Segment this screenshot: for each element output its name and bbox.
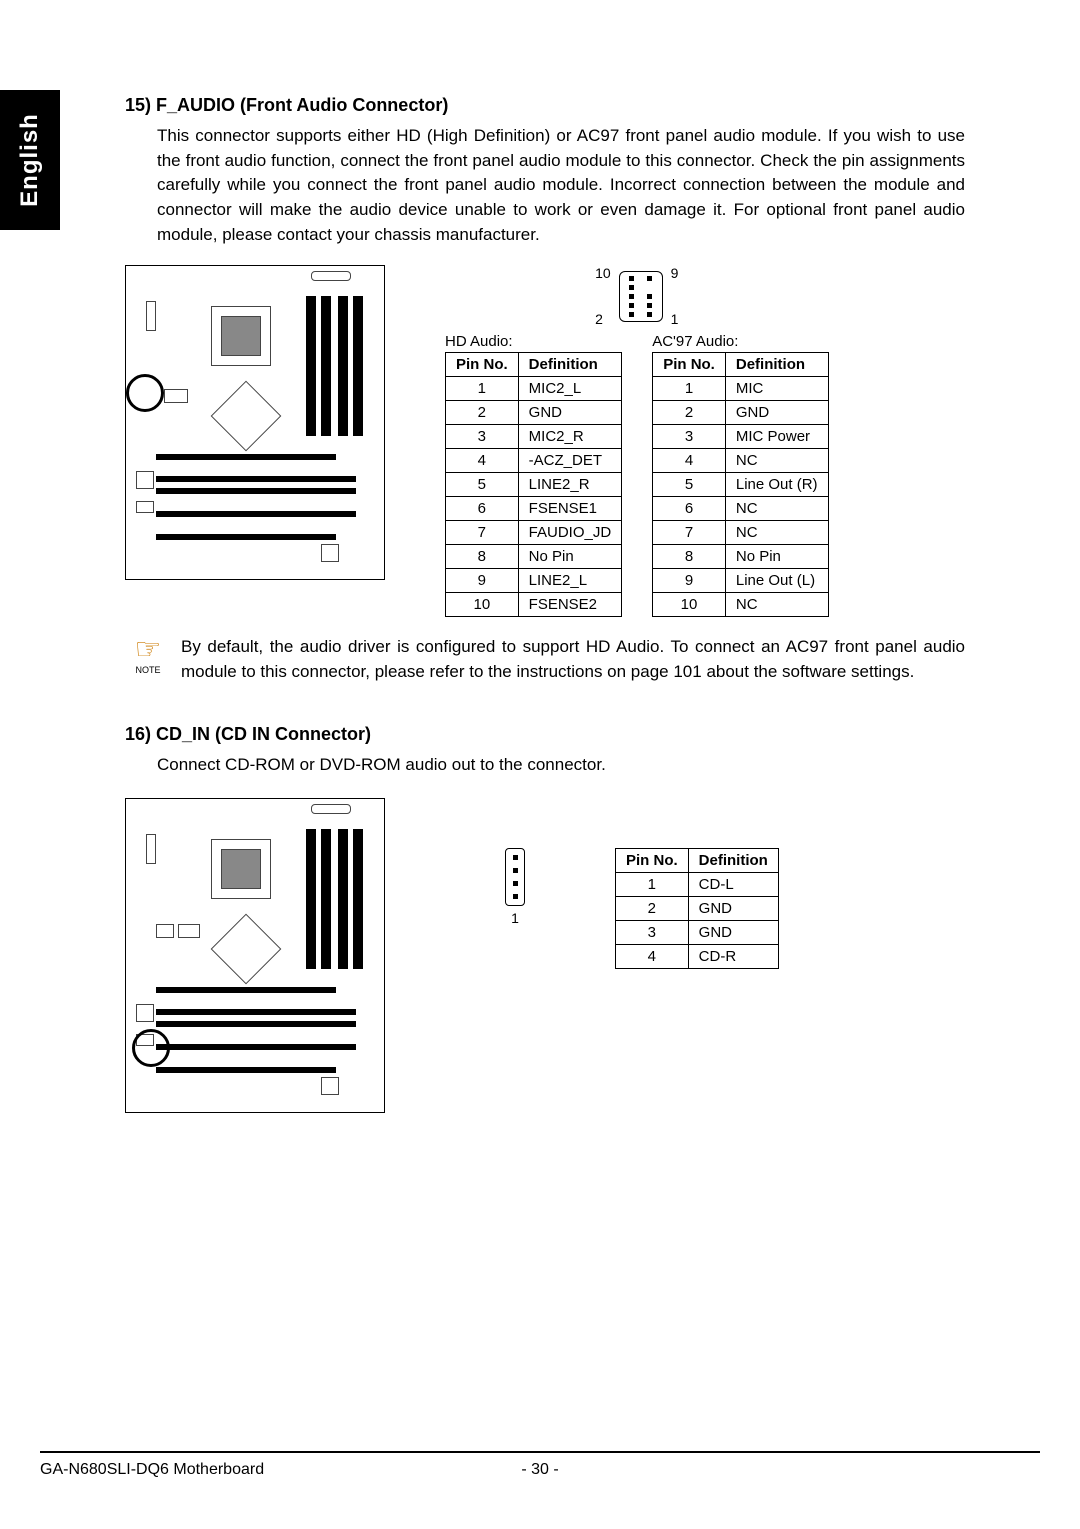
page-content: 15) F_AUDIO (Front Audio Connector) This…	[125, 95, 965, 1113]
pin-tables-block-15: 10 2 9 1	[445, 265, 829, 617]
section-16: 16) CD_IN (CD IN Connector) Connect CD-R…	[125, 724, 965, 1113]
ac-col-def: Definition	[725, 353, 828, 377]
section-16-title: 16) CD_IN (CD IN Connector)	[125, 724, 965, 745]
footer-page: - 30 -	[521, 1461, 558, 1479]
cd-col-pin: Pin No.	[616, 849, 689, 873]
note-icon: ☞ NOTE	[125, 635, 171, 675]
hd-col-pin: Pin No.	[446, 353, 519, 377]
cd-pin-1-label: 1	[505, 910, 525, 926]
cd-in-block: 1 Pin No.Definition 1CD-L 2GND 3GND 4CD-…	[505, 848, 779, 969]
ac97-audio-block: AC'97 Audio: Pin No.Definition 1MIC 2GND…	[652, 333, 828, 617]
ac97-audio-title: AC'97 Audio:	[652, 333, 828, 350]
section-15-title: 15) F_AUDIO (Front Audio Connector)	[125, 95, 965, 116]
hd-col-def: Definition	[518, 353, 622, 377]
note-text: By default, the audio driver is configur…	[181, 635, 965, 684]
language-label: English	[16, 113, 44, 207]
ac97-audio-table: Pin No.Definition 1MIC 2GND 3MIC Power 4…	[652, 352, 828, 617]
section-16-figure-row: 1 Pin No.Definition 1CD-L 2GND 3GND 4CD-…	[125, 798, 965, 1113]
cd-in-table: Pin No.Definition 1CD-L 2GND 3GND 4CD-R	[615, 848, 779, 969]
motherboard-diagram-16	[125, 798, 385, 1113]
hd-audio-table: Pin No.Definition 1MIC2_L 2GND 3MIC2_R 4…	[445, 352, 622, 617]
pin-label-10: 10	[595, 265, 611, 281]
cd-col-def: Definition	[688, 849, 778, 873]
motherboard-diagram-15	[125, 265, 385, 580]
page-footer: GA-N680SLI-DQ6 Motherboard - 30 -	[40, 1451, 1040, 1479]
section-15: 15) F_AUDIO (Front Audio Connector) This…	[125, 95, 965, 684]
section-16-body: Connect CD-ROM or DVD-ROM audio out to t…	[157, 753, 965, 778]
highlight-circle-15	[126, 374, 164, 412]
note-label: NOTE	[125, 665, 171, 675]
cd-pin-diagram: 1	[505, 848, 525, 926]
pin-header-diagram: 10 2 9 1	[445, 265, 829, 327]
section-15-body: This connector supports either HD (High …	[157, 124, 965, 247]
language-side-tab: English	[0, 90, 60, 230]
pin-label-9: 9	[671, 265, 679, 281]
section-15-figure-row: 10 2 9 1	[125, 265, 965, 617]
ac-col-pin: Pin No.	[653, 353, 726, 377]
hd-audio-block: HD Audio: Pin No.Definition 1MIC2_L 2GND…	[445, 333, 622, 617]
footer-left: GA-N680SLI-DQ6 Motherboard	[40, 1461, 264, 1479]
pin-label-1: 1	[671, 311, 679, 327]
pin-label-2: 2	[595, 311, 611, 327]
hd-audio-title: HD Audio:	[445, 333, 622, 350]
note-row: ☞ NOTE By default, the audio driver is c…	[125, 635, 965, 684]
hand-icon: ☞	[125, 635, 171, 665]
highlight-circle-16	[132, 1029, 170, 1067]
